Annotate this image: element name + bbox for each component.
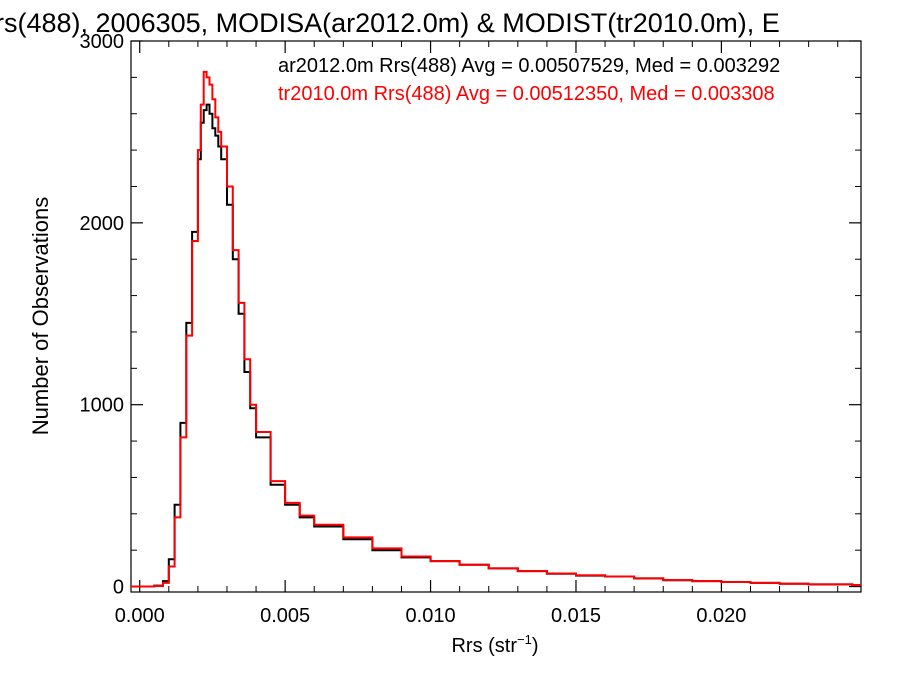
series-line-tr2010.0m: [131, 70, 861, 588]
x-axis: 0.000 0.005 0.010 0.015 0.020: [115, 41, 839, 627]
x-axis-label: Rrs (str−1): [451, 632, 538, 657]
y-tick-label: 2000: [80, 213, 125, 235]
y-tick-label: 3000: [80, 31, 125, 53]
series-layer: [131, 70, 861, 588]
x-tick-label: 0.020: [696, 605, 746, 627]
x-tick-label: 0.015: [551, 605, 601, 627]
x-tick-label: 0.000: [115, 605, 165, 627]
plot-frame: [130, 40, 862, 593]
y-tick-label: 0: [113, 577, 124, 599]
x-tick-label: 0.005: [260, 605, 310, 627]
x-axis-label-close: ): [532, 635, 539, 657]
y-axis: 0 1000 2000 3000: [80, 31, 861, 599]
y-axis-label: Number of Observations: [28, 197, 53, 435]
x-axis-label-text: Rrs (str: [451, 635, 517, 657]
chart-title: rs(488), 2006305, MODISA(ar2012.0m) & MO…: [0, 8, 780, 38]
series-line-ar2012.0m: [131, 103, 861, 588]
legend-series-ar2012: ar2012.0m Rrs(488) Avg = 0.00507529, Med…: [278, 55, 780, 77]
y-tick-label: 1000: [80, 395, 125, 417]
x-tick-label: 0.010: [406, 605, 456, 627]
legend-series-tr2010: tr2010.0m Rrs(488) Avg = 0.00512350, Med…: [278, 83, 775, 105]
x-axis-label-superscript: −1: [517, 632, 532, 647]
